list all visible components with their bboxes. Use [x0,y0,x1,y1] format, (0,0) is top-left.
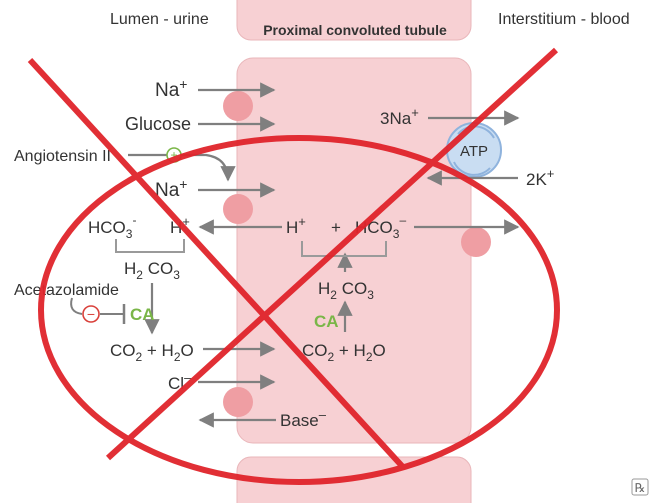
bracket-left [115,239,185,253]
cl-label: Cl– [168,370,192,393]
atp-cycle-arc-2 [453,161,491,176]
inhibit-symbol: − [87,306,95,322]
lumen-label: Lumen - urine [110,11,209,28]
acetazolamide-link [70,297,83,315]
transporter-cl-base [223,387,253,417]
rx-icon: ℞ [635,481,646,495]
co2-h2o-lumen-label: CO2 + H2O [110,341,194,364]
acetazolamide-label: Acetazolamide [14,282,119,299]
transporter-na-glucose [223,91,253,121]
inhibit-badge [82,305,100,323]
2k-label: 2K+ [526,166,554,189]
tubule-cell-top [236,0,472,41]
transporter-hco3-basolateral [461,227,491,257]
atp-cycle-arc-1 [457,125,495,139]
red-slash-2 [105,47,559,461]
na-label-2: Na+ [155,176,187,201]
red-prohibition-overlay [27,47,560,485]
red-circle [38,135,560,485]
3na-label: 3Na+ [380,105,419,128]
h2co3-cell-label: H2 CO3 [318,279,374,302]
glucose-label: Glucose [125,114,191,134]
rx-badge [631,478,649,496]
plus-cell-label: + [331,218,341,237]
arrow-angiotensin-stimulation [128,153,236,182]
h-cell-label: H+ [286,214,306,237]
atp-label: ATP [460,143,488,160]
interstitium-label: Interstitium - blood [498,11,630,28]
stimulate-symbol: + [170,148,177,162]
tubule-cell-main [236,57,472,444]
tubule-title: Proximal convoluted tubule [263,22,447,38]
transporter-na-h-exchanger [223,194,253,224]
angiotensin-label: Angiotensin II [14,148,111,165]
na-label-1: Na+ [155,76,187,101]
co2-h2o-cell-label: CO2 + H2O [302,341,386,364]
red-slash-1 [27,57,405,469]
carbonic-anhydrase-lumen: CA [130,305,155,324]
carbonic-anhydrase-cell: CA [314,312,339,331]
hco3-lumen-label: HCO3- [88,213,136,241]
h2co3-lumen-label: H2 CO3 [124,259,180,282]
base-label: Base– [280,407,327,430]
bracket-right [301,241,387,257]
